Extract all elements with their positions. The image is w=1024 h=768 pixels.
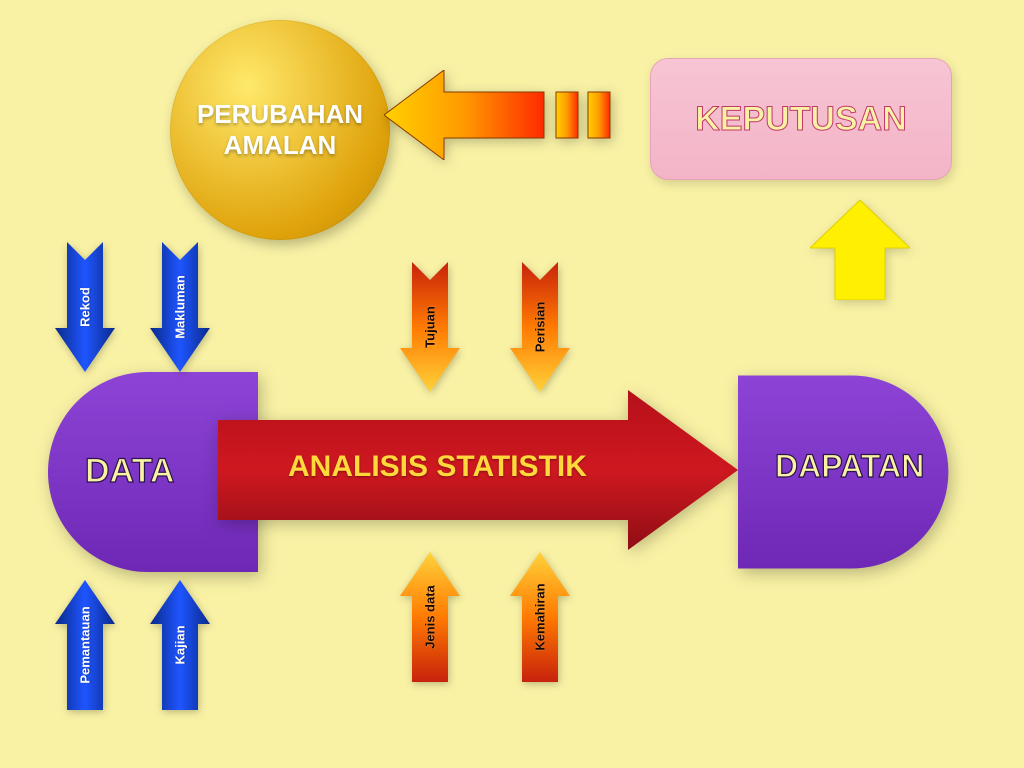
dapatan-label: DAPATAN	[775, 448, 924, 485]
arrow-jenisdata-label: Jenis data	[423, 585, 438, 649]
arrow-kajian: Kajian	[150, 580, 210, 710]
arrow-pemantauan-label: Pemantauan	[78, 606, 93, 683]
arrow-jenisdata: Jenis data	[400, 552, 460, 682]
circle-line1: PERUBAHAN	[197, 99, 363, 130]
data-label: DATA	[85, 452, 174, 491]
circle-line2: AMALAN	[197, 130, 363, 161]
arrow-rekod: Rekod	[55, 242, 115, 372]
arrow-perisian-label: Perisian	[533, 302, 548, 353]
arrow-kemahiran-label: Kemahiran	[533, 583, 548, 650]
arrow-keputusan-to-perubahan	[384, 70, 624, 165]
arrow-perisian: Perisian	[510, 262, 570, 392]
center-arrow-label: ANALISIS STATISTIK	[288, 450, 587, 484]
arrow-makluman: Makluman	[150, 242, 210, 372]
keputusan-box: KEPUTUSAN	[650, 58, 952, 180]
arrow-makluman-label: Makluman	[173, 275, 188, 339]
arrow-tujuan-label: Tujuan	[423, 306, 438, 348]
arrow-rekod-label: Rekod	[78, 287, 93, 327]
arrow-dapatan-to-keputusan	[810, 200, 910, 305]
arrow-pemantauan: Pemantauan	[55, 580, 115, 710]
circle-perubahan: PERUBAHAN AMALAN	[170, 20, 390, 240]
arrow-kemahiran: Kemahiran	[510, 552, 570, 682]
keputusan-label: KEPUTUSAN	[695, 100, 907, 139]
arrow-tujuan: Tujuan	[400, 262, 460, 392]
arrow-kajian-label: Kajian	[173, 625, 188, 664]
